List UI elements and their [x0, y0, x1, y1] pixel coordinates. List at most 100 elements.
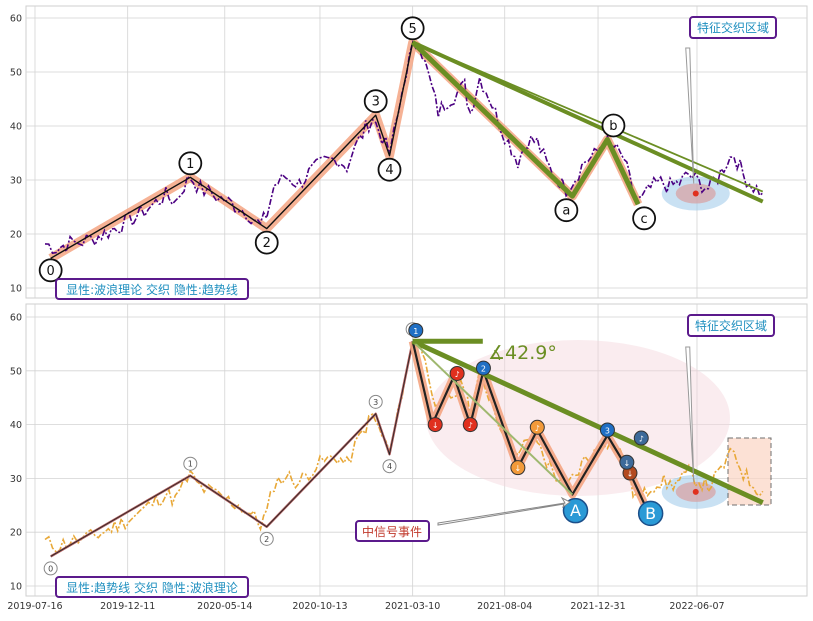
wave-label-circle	[377, 157, 402, 182]
wave-label-circle	[554, 198, 579, 223]
trendline-main	[411, 338, 764, 505]
wave-line	[50, 341, 414, 557]
x-tick-label: 2020-10-13	[292, 601, 347, 612]
ab-label-B: B	[645, 504, 656, 523]
wave-label-circle	[254, 230, 279, 255]
annotation-text: 特征交织区域	[695, 318, 767, 333]
y-tick-label: 10	[10, 582, 22, 593]
small-wave-circle	[259, 531, 274, 546]
annotation-text: 特征交织区域	[697, 20, 769, 35]
wave-label-0: 0	[47, 264, 55, 279]
legend-box	[55, 576, 249, 598]
small-wave-circle	[382, 459, 397, 474]
small-wave-label-3: 3	[373, 398, 378, 407]
y-tick-label: 60	[10, 313, 22, 324]
small-wave-label-2: 2	[264, 535, 269, 544]
small-wave-circle	[368, 394, 383, 409]
x-axis: 2019-07-16 2019-12-11 2020-05-14 2020-10-13…	[7, 601, 724, 612]
ab-label-A: A	[570, 501, 581, 520]
signal-box	[355, 520, 430, 542]
hotspot-dot	[692, 190, 699, 197]
wave-label-3: 3	[372, 95, 380, 110]
signal-text: 中信号事件	[362, 524, 422, 539]
wave-label-circle	[178, 151, 203, 176]
event-marker	[529, 419, 545, 435]
wave-label-circle	[363, 89, 388, 114]
event-marker	[633, 430, 649, 446]
ab-marker	[637, 500, 664, 527]
x-tick-label: 2020-05-14	[197, 601, 252, 612]
event-marker-label: ♪	[535, 424, 540, 433]
event-marker-label: 1	[413, 327, 418, 336]
small-wave-circle	[183, 456, 198, 471]
plot-frame	[25, 5, 808, 299]
small-wave-label-1: 1	[188, 460, 193, 469]
small-wave-label-4: 4	[387, 462, 392, 471]
event-marker-label: 2	[481, 365, 486, 374]
y-tick-label: 50	[10, 68, 22, 79]
bottom-panel: 102030405060∡42.9°0123451↓♪♪2↓♪3↓♪↓AB中信号…	[10, 303, 808, 598]
y-tick-label: 30	[10, 474, 22, 485]
event-marker-label: ♪	[639, 435, 644, 444]
legend-box	[55, 278, 249, 300]
y-tick-label: 40	[10, 122, 22, 133]
event-marker	[408, 322, 424, 338]
legend-text: 显性:趋势线 交织 隐性:波浪理论	[66, 580, 238, 595]
wave-label-4: 4	[385, 163, 393, 178]
trendline-thick	[410, 40, 641, 206]
x-tick-label: 2019-12-11	[100, 601, 155, 612]
trendline-light	[411, 340, 574, 496]
x-tick-label: 2021-12-31	[570, 601, 625, 612]
annotation-box	[689, 16, 777, 39]
price-line	[44, 40, 764, 255]
wave-label-2: 2	[263, 236, 271, 251]
price-line	[44, 340, 764, 554]
wave-label-circle	[601, 113, 626, 138]
hotspot-dot	[692, 488, 699, 495]
event-marker-label: ↓	[627, 470, 634, 479]
x-tick-label: 2021-03-10	[385, 601, 440, 612]
event-marker	[599, 422, 615, 438]
wave-label-5: 5	[409, 22, 417, 37]
y-tick-label: 30	[10, 176, 22, 187]
event-marker-label: ↓	[515, 464, 522, 473]
event-marker	[427, 417, 443, 433]
small-wave-label-0: 0	[48, 564, 53, 573]
trendline-main	[411, 40, 764, 204]
y-tick-label: 20	[10, 528, 22, 539]
event-marker-label: ↓	[432, 421, 439, 430]
small-wave-circle	[43, 561, 58, 576]
y-tick-label: 60	[10, 14, 22, 25]
event-marker-label: 3	[605, 426, 610, 435]
event-marker	[619, 454, 635, 470]
x-tick-label: 2022-06-07	[669, 601, 724, 612]
event-marker	[475, 360, 491, 376]
signal-arrow	[437, 496, 571, 526]
event-marker-label: ↓	[624, 459, 631, 468]
wave-label-circle	[632, 206, 657, 231]
y-tick-label: 50	[10, 366, 22, 377]
wave-label-a: a	[562, 204, 570, 219]
event-marker	[510, 460, 526, 476]
annotation-arrow	[685, 346, 695, 482]
wave-label-b: b	[609, 119, 617, 134]
y-tick-label: 20	[10, 230, 22, 241]
event-marker	[449, 365, 465, 381]
event-marker	[462, 417, 478, 433]
event-marker-label: ♪	[468, 421, 473, 430]
wave-label-circle	[400, 16, 425, 41]
annotation-arrow	[685, 47, 695, 184]
x-tick-label: 2019-07-16	[7, 601, 62, 612]
ab-marker	[562, 497, 589, 524]
x-tick-label: 2021-08-04	[477, 601, 532, 612]
wave-label-c: c	[641, 212, 648, 227]
annotation-box	[687, 314, 775, 337]
wave-label-circle	[38, 258, 63, 283]
y-tick-label: 40	[10, 420, 22, 431]
legend-text: 显性:波浪理论 交织 隐性:趋势线	[66, 282, 238, 297]
y-tick-label: 10	[10, 284, 22, 295]
event-marker-label: ♪	[455, 370, 460, 379]
